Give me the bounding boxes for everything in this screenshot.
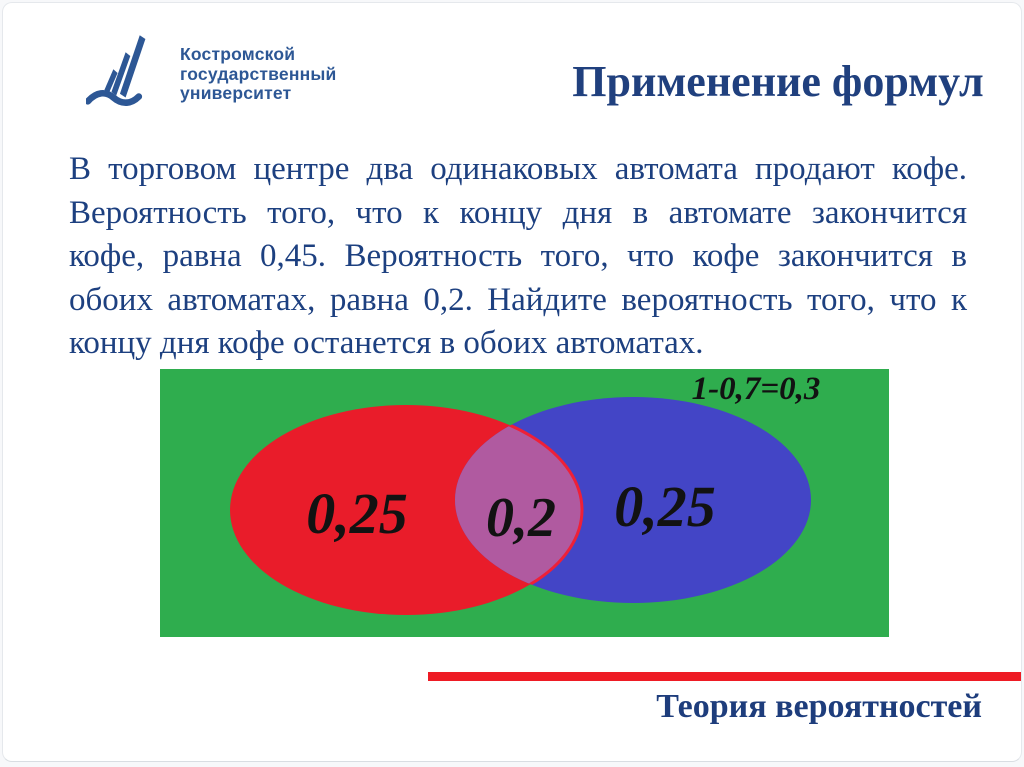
problem-text-line: обоих автоматах, равна 0,2. Найдите веро… <box>69 281 967 318</box>
footer-divider-line <box>428 672 1021 681</box>
problem-text-line: концу дня кофе останется в обоих автомат… <box>69 325 704 361</box>
university-logo-icon <box>86 35 146 106</box>
slide-title: Применение формул <box>572 57 984 106</box>
problem-text-line: В торговом центре два одинаковых автомат… <box>69 151 967 187</box>
logo-text-line: университет <box>180 83 292 103</box>
university-logo: Костромской государственный университет <box>86 33 336 113</box>
venn-annotation: 1-0,7=0,3 <box>692 371 821 407</box>
footer-course-title: Теория вероятностей <box>656 688 982 725</box>
venn-diagram: 0,25 0,2 0,25 1-0,7=0,3 <box>160 369 889 637</box>
venn-left-value: 0,25 <box>306 481 408 546</box>
venn-intersection <box>455 405 582 603</box>
logo-text-line: Костромской <box>180 44 296 64</box>
problem-text-line: Вероятность того, что к концу дня в авто… <box>69 194 967 231</box>
logo-text-line: государственный <box>180 63 337 84</box>
problem-text: В торговом центре два одинаковых автомат… <box>69 148 967 366</box>
venn-intersection-value: 0,2 <box>486 487 556 549</box>
venn-right-value: 0,25 <box>614 474 716 539</box>
venn-intersection-edge <box>455 403 584 603</box>
university-name: Костромской государственный университет <box>180 44 337 104</box>
problem-text-line: кофе, равна 0,45. Вероятность того, что … <box>69 238 967 274</box>
